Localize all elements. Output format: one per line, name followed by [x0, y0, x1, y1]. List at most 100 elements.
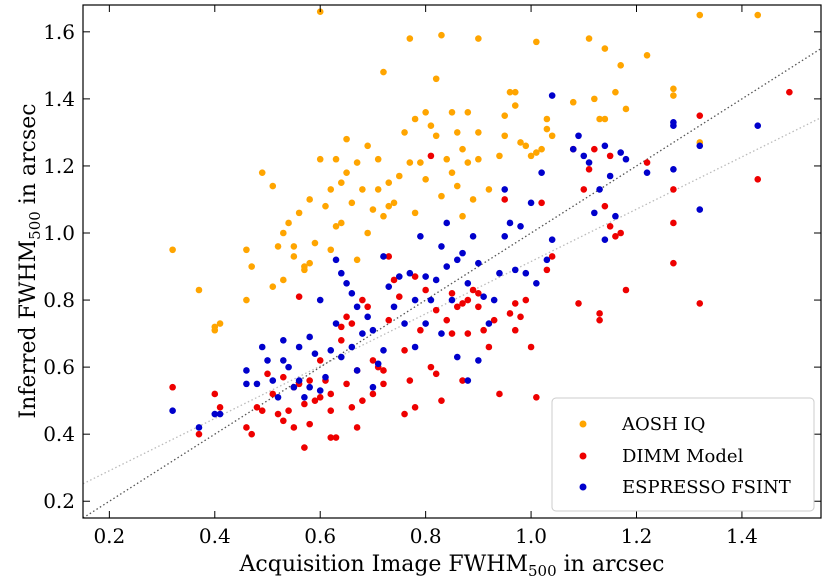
data-point-series-2	[264, 370, 271, 378]
data-point-series-2	[348, 404, 356, 411]
data-point-series-2	[411, 404, 419, 411]
data-point-series-2	[448, 330, 456, 337]
data-point-series-1	[348, 199, 356, 207]
data-point-series-2	[195, 430, 203, 438]
data-point-series-3	[306, 383, 313, 391]
data-point-series-3	[453, 256, 461, 264]
data-point-series-1	[569, 98, 577, 106]
data-point-series-3	[643, 169, 651, 176]
data-point-series-1	[622, 105, 630, 113]
data-point-series-2	[601, 202, 609, 210]
data-point-series-3	[243, 367, 250, 374]
data-point-series-2	[432, 370, 440, 378]
data-point-series-2	[411, 273, 419, 280]
data-point-series-3	[411, 343, 419, 351]
data-point-series-3	[353, 367, 361, 374]
data-point-series-1	[269, 182, 277, 190]
data-point-series-1	[411, 115, 419, 123]
data-point-series-1	[496, 152, 503, 160]
data-point-series-2	[543, 266, 551, 274]
data-point-series-3	[527, 199, 535, 207]
data-point-series-3	[596, 186, 603, 193]
reference-lines	[83, 48, 821, 518]
data-point-series-2	[459, 377, 466, 384]
data-point-series-3	[432, 276, 440, 284]
data-point-series-1	[533, 149, 540, 156]
data-point-series-1	[169, 246, 176, 254]
data-point-series-2	[311, 397, 319, 404]
x-tick-label: 0.8	[410, 524, 442, 548]
data-point-series-1	[338, 179, 345, 187]
data-point-series-3	[359, 330, 366, 337]
data-point-series-1	[353, 159, 361, 166]
x-tick-label: 0.4	[199, 524, 231, 548]
data-point-series-1	[448, 169, 456, 176]
data-point-series-3	[380, 347, 387, 354]
data-point-series-1	[258, 169, 266, 176]
data-points	[169, 8, 793, 451]
data-point-series-3	[448, 296, 456, 304]
reference-line-2	[83, 48, 821, 518]
data-point-series-1	[248, 263, 255, 270]
data-point-series-2	[427, 363, 435, 371]
data-point-series-1	[422, 176, 429, 183]
data-point-series-3	[332, 256, 340, 264]
data-point-series-2	[338, 323, 345, 331]
data-point-series-2	[169, 383, 176, 391]
data-point-series-2	[496, 390, 503, 398]
data-point-series-2	[274, 410, 282, 418]
data-point-series-1	[459, 145, 466, 153]
data-point-series-3	[353, 303, 361, 311]
data-point-series-1	[327, 246, 335, 254]
data-point-series-2	[401, 410, 408, 418]
data-point-series-3	[364, 313, 371, 321]
data-point-series-3	[216, 410, 224, 418]
y-tick-label: 0.6	[43, 355, 75, 379]
data-point-series-1	[501, 112, 509, 119]
data-point-series-3	[438, 243, 445, 250]
y-axis-label: Inferred FWHM500 in arcsec	[16, 103, 44, 418]
data-point-series-2	[517, 313, 524, 321]
data-point-series-2	[290, 424, 298, 431]
data-point-series-2	[696, 112, 704, 119]
data-point-series-1	[322, 202, 329, 210]
x-tick-label: 1.4	[726, 524, 758, 548]
x-tick-label: 0.6	[304, 524, 336, 548]
data-point-series-2	[696, 300, 704, 307]
data-point-series-2	[406, 377, 414, 384]
data-point-series-2	[443, 316, 451, 324]
data-point-series-3	[591, 209, 598, 217]
data-point-series-1	[475, 35, 482, 42]
data-point-series-2	[432, 306, 440, 314]
legend-label-espresso: ESPRESSO FSINT	[622, 477, 791, 498]
data-point-series-3	[485, 320, 493, 327]
data-point-series-3	[422, 273, 429, 280]
data-point-series-3	[496, 269, 503, 277]
data-point-series-2	[306, 377, 313, 384]
data-point-series-3	[475, 259, 482, 267]
data-point-series-2	[596, 316, 603, 324]
data-point-series-3	[406, 269, 414, 277]
legend-box	[551, 397, 815, 512]
data-point-series-3	[401, 320, 408, 327]
data-point-series-1	[543, 115, 551, 123]
data-point-series-3	[417, 233, 424, 240]
data-point-series-2	[490, 316, 498, 324]
data-point-series-2	[338, 336, 345, 344]
data-point-series-1	[406, 35, 414, 42]
data-point-series-3	[538, 169, 545, 176]
data-point-series-3	[269, 377, 277, 384]
data-point-series-2	[527, 343, 535, 351]
legend-marker-dimm	[579, 452, 587, 460]
data-point-series-3	[543, 256, 551, 264]
y-tick-label: 0.8	[43, 288, 75, 312]
data-point-series-2	[359, 397, 366, 404]
data-point-series-1	[464, 108, 472, 116]
data-point-series-1	[390, 199, 398, 207]
data-point-series-1	[601, 45, 609, 52]
data-point-series-2	[380, 380, 387, 388]
data-point-series-3	[274, 393, 282, 401]
data-point-series-3	[322, 373, 329, 381]
data-point-series-2	[301, 444, 308, 451]
data-point-series-2	[754, 176, 762, 183]
